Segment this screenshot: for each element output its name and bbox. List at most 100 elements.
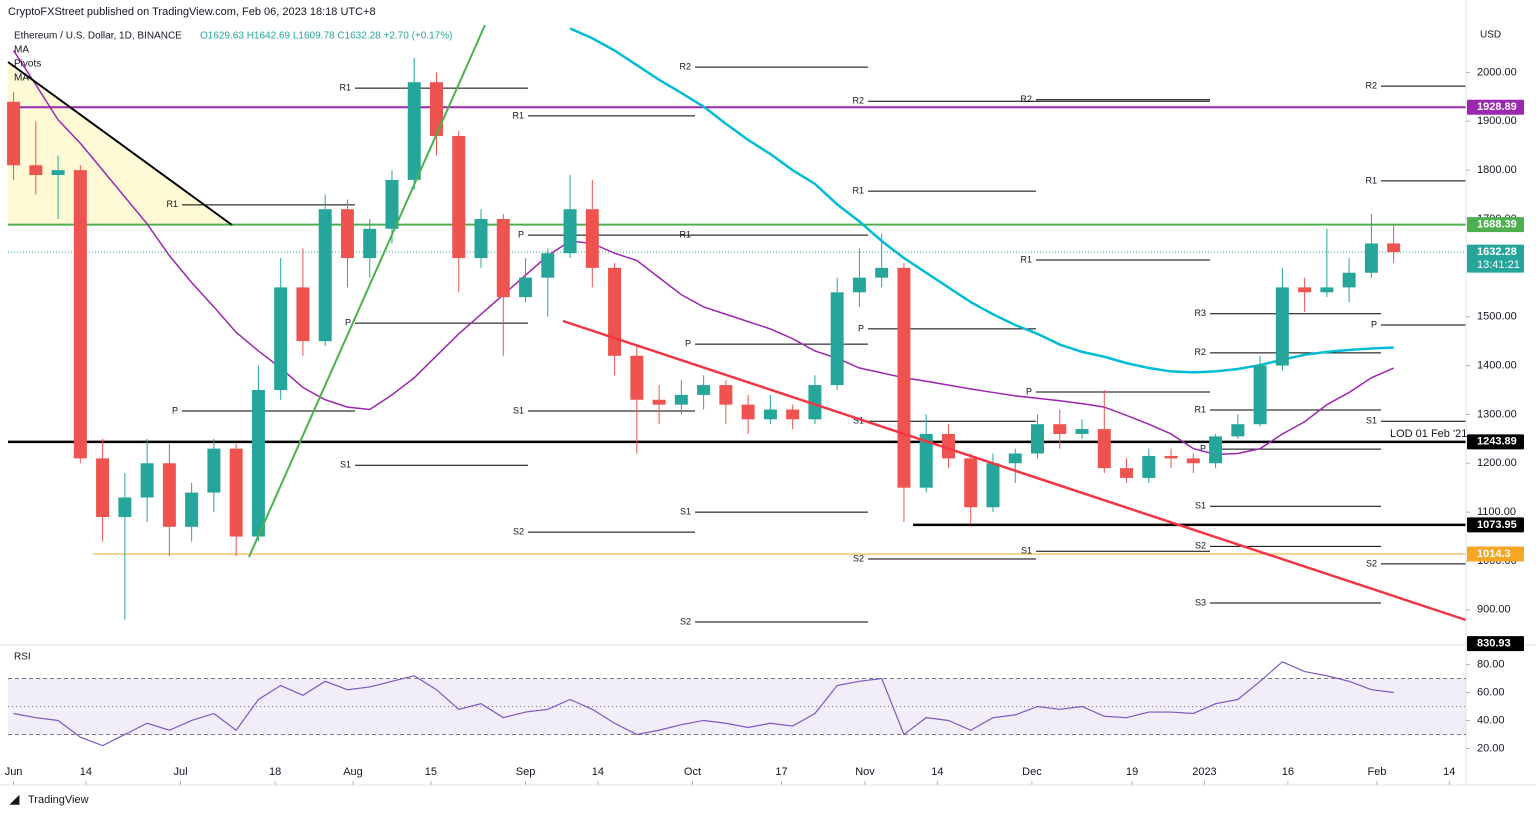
x-tick-label: 2023 [1192,766,1216,778]
rsi-title: RSI [14,652,31,663]
price-badge-label: 1688.39 [1477,219,1517,231]
pivot-label: R2 [1365,81,1377,91]
pivot-label: S1 [853,416,864,426]
candle-body [719,385,733,405]
candle-body [563,209,577,254]
candle-body [296,287,310,342]
indicator-label: Pivots [14,59,41,70]
candle-body [185,492,199,527]
pivot-label: R2 [1020,94,1032,104]
candle-body [1120,468,1134,478]
pivot-label: S1 [1195,501,1206,511]
pivot-label: R1 [679,230,691,240]
pivot-label: P [345,317,351,327]
candle-body [919,433,933,488]
x-tick-label: 14 [931,766,943,778]
rsi-tick-label: 80.00 [1477,658,1505,670]
pivot-label: R2 [1194,347,1206,357]
candle-body [7,101,21,166]
candle-body [941,433,955,459]
pivot-label: R1 [166,199,178,209]
ohlc: O1629.63 H1642.69 L1609.78 C1632.28 +2.7… [200,31,452,42]
candle-body [1164,455,1178,459]
candle-body [964,458,978,508]
x-tick-label: Jul [173,766,187,778]
x-tick-label: 17 [775,766,787,778]
candle-body [1387,243,1401,253]
candle-body [1209,436,1223,464]
logo: ◢ [9,792,20,806]
candle-body [140,463,154,498]
candle-body [1275,287,1289,366]
pivot-label: P [172,405,178,415]
pivot-label: P [1026,386,1032,396]
pivot-label: S1 [680,506,691,516]
candle-body [652,399,666,405]
candle-body [1097,429,1111,469]
pivot-label: S2 [1195,541,1206,551]
trendlines [7,24,1467,622]
candle-body [852,277,866,293]
y-tick-label: 2000.00 [1477,66,1517,78]
candle-body [1142,455,1156,478]
y-tick-label: 900.00 [1477,604,1511,616]
x-tick-label: Feb [1367,766,1386,778]
candle-body [385,179,399,229]
x-tick-label: 15 [425,766,437,778]
x-tick-label: Nov [855,766,875,778]
candle-body [986,463,1000,508]
pivot-label: P [518,230,524,240]
candle-body [340,209,354,259]
candle-body [1320,287,1334,293]
indicator-label: MA [14,45,29,56]
pivot-label: S2 [1366,558,1377,568]
trendline [562,319,1467,622]
pivot-label: S1 [513,405,524,415]
candle-body [1186,458,1200,464]
candle-body [1298,287,1312,293]
price-badge-label: 1243.89 [1477,436,1517,448]
candle-body [274,287,288,390]
pivot-label: S1 [1021,546,1032,556]
countdown: 13:41:21 [1477,259,1520,271]
candle-body [1008,453,1022,464]
x-tick-label: 14 [1443,766,1455,778]
candle-body [786,409,800,420]
price-badge [1467,434,1524,450]
pivot-label: R1 [1194,404,1206,414]
rsi-tick-label: 40.00 [1477,714,1505,726]
candle-body [96,458,110,518]
candle-body [162,463,176,527]
candle-body [229,448,243,537]
publisher: CryptoFXStreet published on TradingView.… [8,6,376,18]
pivot-label: R2 [852,96,864,106]
pivot-label: P [1371,319,1377,329]
pivot-label: P [858,323,864,333]
x-tick-label: 14 [592,766,604,778]
pivot-label: S1 [340,460,351,470]
price-badge [1467,546,1524,562]
candle-body [51,170,65,176]
pivot-label: R1 [339,82,351,92]
candle-body [830,292,844,386]
pivot-label: R1 [852,186,864,196]
pivot-label: R1 [512,110,524,120]
candle-body [541,253,555,278]
candle-body [318,209,332,342]
price-badge [1467,217,1524,233]
candle-body [207,448,221,493]
pivot-label: S2 [680,616,691,626]
pivot-label: P [685,338,691,348]
candle-body [1075,429,1089,434]
y-tick-label: 1200.00 [1477,457,1517,469]
candle-body [474,219,488,259]
candle-body [452,135,466,259]
symbol-title: Ethereum / U.S. Dollar, 1D, BINANCE [14,31,182,42]
x-tick-label: Oct [684,766,701,778]
pivot-label: P [1200,443,1206,453]
x-tick-label: Aug [343,766,363,778]
annotation: LOD 01 Feb '21 [1390,428,1467,440]
trendline [248,24,486,558]
rsi-tick-label: 60.00 [1477,686,1505,698]
